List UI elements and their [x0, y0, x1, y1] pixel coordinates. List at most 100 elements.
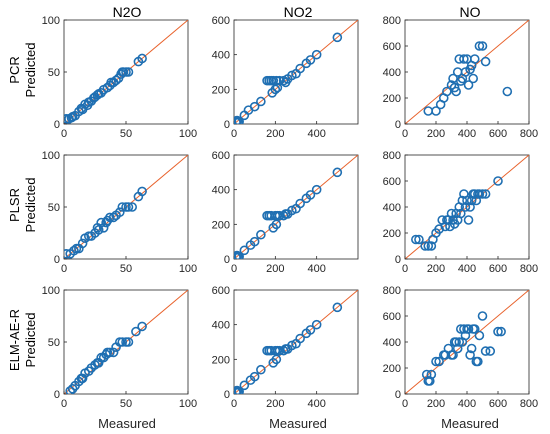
panel-pcr-n2o: 0 50 100 0 50 100	[42, 15, 198, 140]
data-point-elm-ae-r-no	[434, 356, 444, 367]
data-point-pcr-no	[431, 106, 441, 116]
data-point-plsr-no	[455, 208, 466, 219]
data-point-plsr-no	[411, 234, 421, 245]
y-tick-label-pcr-no2: 200	[212, 84, 230, 96]
data-point-pcr-no2	[268, 75, 279, 86]
x-tick-label-plsr-n2o: 100	[179, 263, 197, 275]
data-point-pcr-no	[463, 80, 474, 90]
data-point-pcr-no2	[249, 101, 260, 112]
data-point-plsr-no2	[305, 190, 316, 200]
x-tick-label-plsr-no: 0	[402, 263, 408, 275]
data-point-elm-ae-r-no	[473, 356, 483, 367]
data-point-elm-ae-r-no	[485, 346, 496, 356]
panel-plsr-no: 0 200 400 600 800 0 200 400 600 800	[383, 150, 539, 275]
markers-elm-ae-r-n2o	[65, 321, 147, 394]
panel-pcr-no2: 0 200 400 0 200 400 600	[212, 15, 359, 140]
data-point-elm-ae-r-n2o	[131, 326, 141, 337]
y-tick-label-elm-ae-r-no2: 600	[212, 285, 230, 297]
data-point-pcr-no2	[332, 32, 343, 43]
data-point-plsr-n2o	[98, 223, 109, 233]
data-point-pcr-n2o	[111, 75, 121, 86]
y-tick-label-pcr-n2o: 0	[54, 119, 60, 131]
y-tick-label-plsr-n2o: 50	[48, 202, 60, 214]
y-tick-label-plsr-no2: 0	[224, 254, 230, 266]
y-tick-label-plsr-no: 600	[383, 176, 401, 188]
data-point-plsr-n2o	[69, 245, 79, 256]
x-tick-label-elm-ae-r-no2: 400	[307, 398, 325, 410]
data-point-elm-ae-r-n2o	[105, 347, 115, 358]
data-point-elm-ae-r-no	[451, 337, 461, 347]
x-tick-label-elm-ae-r-n2o: 100	[179, 398, 197, 410]
markers-pcr-n2o	[64, 53, 147, 124]
data-point-plsr-no2	[332, 167, 343, 178]
y-tick-label-elm-ae-r-n2o: 0	[54, 389, 60, 401]
y-tick-label-elm-ae-r-no2: 400	[212, 320, 230, 332]
data-point-elm-ae-r-no2	[249, 371, 260, 382]
data-point-plsr-no	[414, 234, 424, 245]
xlabel-col-3: Measured	[441, 416, 499, 431]
data-point-plsr-no	[463, 215, 474, 225]
axes-box-elm-ae-r-no2	[233, 289, 359, 395]
y-tick-label-plsr-no: 0	[395, 254, 401, 266]
x-tick-label-elm-ae-r-no: 0	[402, 398, 408, 410]
y-tick-label-plsr-n2o: 0	[54, 254, 60, 266]
column-title-n2o: N2O	[113, 4, 142, 20]
data-point-elm-ae-r-no	[448, 350, 458, 360]
panel-elm-ae-r-no2: 0 200 400 0 200 400 600	[212, 285, 359, 410]
ylabel-row-3: Predicted	[23, 313, 38, 368]
data-point-plsr-n2o	[96, 217, 106, 228]
data-point-plsr-no2	[295, 198, 305, 209]
x-tick-label-pcr-n2o: 100	[179, 128, 197, 140]
data-point-pcr-no	[474, 41, 485, 51]
data-point-pcr-n2o	[123, 67, 134, 77]
markers-plsr-no	[411, 176, 503, 251]
x-tick-label-plsr-no2: 200	[266, 263, 284, 275]
y-tick-label-plsr-n2o: 100	[42, 150, 60, 162]
data-point-elm-ae-r-no	[424, 376, 435, 386]
data-point-plsr-no2	[311, 184, 322, 195]
axes-box-plsr-no2	[233, 154, 359, 260]
row-labels: PCR Predicted PLSR Predicted ELM-AE-R Pr…	[7, 43, 38, 372]
y-tick-label-elm-ae-r-no2: 200	[212, 354, 230, 366]
data-point-plsr-no2	[239, 245, 250, 256]
xlabel-col-2: Measured	[269, 416, 327, 431]
data-point-plsr-no	[477, 189, 488, 199]
y-tick-label-plsr-no: 400	[383, 202, 401, 214]
data-point-plsr-no	[465, 202, 475, 212]
axes-box-pcr-no2	[233, 19, 359, 125]
data-point-plsr-no2	[234, 251, 244, 259]
x-tick-label-elm-ae-r-no2: 200	[266, 398, 284, 410]
markers-elm-ae-r-no2	[234, 302, 343, 394]
panel-elm-ae-r-n2o: 0 50 100 0 50 100	[42, 285, 198, 410]
data-point-elm-ae-r-no	[463, 324, 474, 334]
data-point-elm-ae-r-no	[465, 350, 475, 360]
data-point-plsr-n2o	[137, 186, 147, 197]
y-tick-label-plsr-no: 200	[383, 228, 401, 240]
data-point-plsr-no	[493, 176, 503, 186]
row-label-elm-ae-r: ELM-AE-R	[7, 309, 22, 371]
x-tick-label-pcr-no2: 200	[266, 128, 284, 140]
ylabel-row-2: Predicted	[23, 178, 38, 233]
column-title-no: NO	[460, 4, 481, 20]
x-tick-label-pcr-no: 0	[402, 128, 408, 140]
column-titles: N2O NO2 NO	[113, 4, 481, 20]
panel-elm-ae-r-no: 0 200 400 600 800 0 200 400 600 800	[383, 285, 539, 410]
data-point-pcr-no	[460, 67, 471, 77]
markers-plsr-n2o	[64, 186, 147, 259]
data-point-elm-ae-r-n2o	[108, 347, 119, 358]
y-tick-label-elm-ae-r-no: 800	[383, 285, 401, 297]
markers-pcr-no2	[234, 32, 343, 124]
data-point-elm-ae-r-no	[452, 343, 463, 354]
data-point-pcr-no2	[234, 116, 244, 124]
identity-line-elm-ae-r-no2	[234, 290, 358, 394]
data-point-plsr-n2o	[123, 202, 134, 212]
data-point-plsr-no	[420, 241, 430, 251]
x-tick-label-plsr-no: 600	[489, 263, 507, 275]
x-tick-label-elm-ae-r-n2o: 50	[120, 398, 132, 410]
y-tick-label-pcr-no: 0	[395, 119, 401, 131]
y-tick-label-elm-ae-r-n2o: 100	[42, 285, 60, 297]
data-point-pcr-no2	[256, 96, 266, 107]
data-point-pcr-no	[477, 41, 488, 51]
